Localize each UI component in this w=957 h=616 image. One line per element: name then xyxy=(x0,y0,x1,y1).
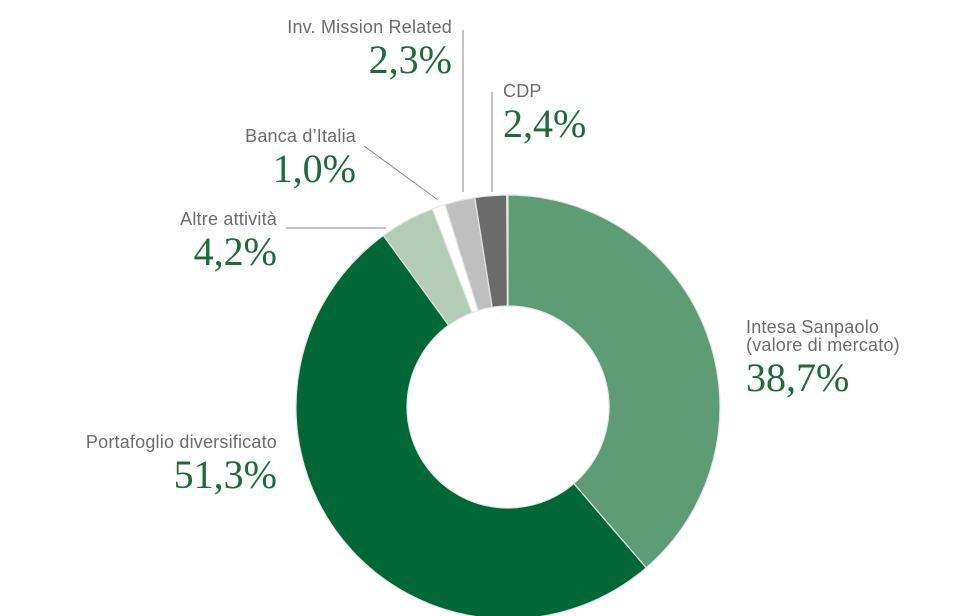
value-label: 2,3% xyxy=(368,37,452,82)
category-name: Portafoglio diversificato xyxy=(85,432,277,452)
leader-lines xyxy=(286,30,493,229)
segment-label: Intesa Sanpaolo (valore di mercato) 38,7% xyxy=(746,318,957,398)
category-name: Intesa Sanpaolo (valore di mercato) xyxy=(746,317,900,355)
leader-line xyxy=(363,145,439,201)
value-label: 38,7% xyxy=(746,355,850,400)
category-name: Banca d’Italia xyxy=(245,126,356,146)
donut-segment xyxy=(507,194,721,569)
value-label: 2,4% xyxy=(503,101,587,146)
segment-label: Inv. Mission Related 2,3% xyxy=(192,18,452,80)
segment-label: Banca d’Italia 1,0% xyxy=(156,127,356,189)
category-name: Inv. Mission Related xyxy=(287,17,452,37)
donut-segment xyxy=(295,234,648,616)
donut-segment xyxy=(474,194,508,308)
category-name: Altre attività xyxy=(180,209,277,229)
value-label: 51,3% xyxy=(173,452,277,497)
segment-label: Portafoglio diversificato 51,3% xyxy=(0,433,277,495)
value-label: 1,0% xyxy=(272,146,356,191)
segment-label: Altre attività 4,2% xyxy=(77,210,277,272)
category-name: CDP xyxy=(503,81,542,101)
segment-label: CDP 2,4% xyxy=(503,82,623,144)
value-label: 4,2% xyxy=(193,229,277,274)
